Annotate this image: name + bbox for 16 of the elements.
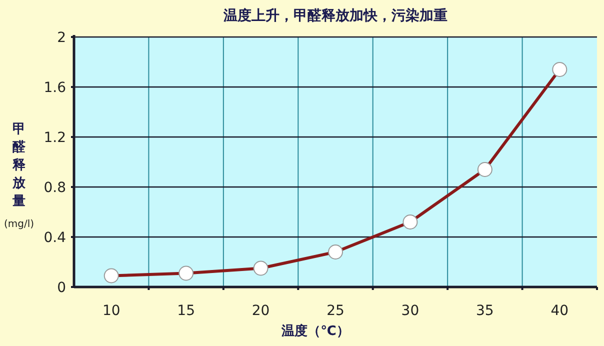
y-axis-title: 甲醛释放量(mg/l) (4, 122, 34, 230)
x-tick-label: 40 (550, 303, 569, 319)
chart-title: 温度上升，甲醛释放加快，污染加重 (222, 7, 448, 24)
x-axis-title: 温度（℃） (280, 323, 350, 339)
y-tick-label: 0.4 (44, 230, 66, 246)
x-tick-label: 35 (476, 303, 494, 319)
x-tick-label: 15 (177, 303, 195, 319)
x-tick-label: 20 (252, 303, 270, 319)
y-tick-label: 2 (57, 30, 66, 46)
x-tick-label: 30 (401, 303, 420, 319)
y-tick-label: 1.6 (44, 80, 66, 96)
y-tick-label: 0.8 (44, 180, 66, 196)
y-tick-label: 0 (57, 280, 66, 296)
x-tick-label: 10 (102, 303, 120, 319)
x-tick-label: 25 (326, 303, 344, 319)
y-tick-label: 1.2 (44, 130, 66, 146)
